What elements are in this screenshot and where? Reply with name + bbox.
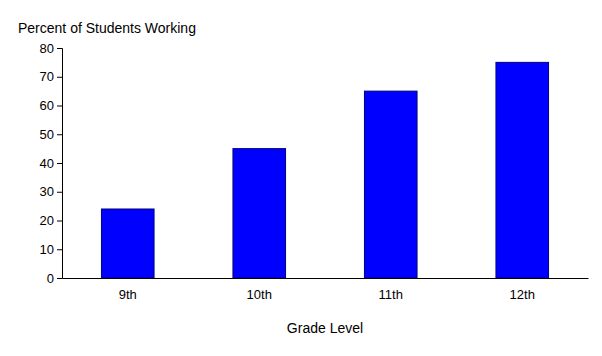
y-tick-mark — [57, 249, 62, 250]
y-tick: 20 — [40, 213, 62, 228]
y-tick-label: 10 — [40, 242, 54, 257]
y-tick-label: 70 — [40, 69, 54, 84]
y-tick-label: 20 — [40, 213, 54, 228]
y-axis-line — [57, 49, 63, 279]
chart: 0 10 20 30 40 50 60 70 80 9th 10th 11th 12th Percent … — [0, 0, 602, 356]
y-tick-mark — [57, 48, 62, 49]
y-tick-label: 30 — [40, 184, 54, 199]
y-tick: 70 — [40, 69, 62, 84]
y-tick: 10 — [40, 242, 62, 257]
plot: 0 10 20 30 40 50 60 70 80 9th 10th 11th 12th — [40, 41, 589, 303]
x-tick-label: 10th — [247, 287, 272, 302]
y-tick-label: 60 — [40, 98, 54, 113]
bar — [233, 149, 286, 278]
y-tick: 80 — [40, 41, 62, 56]
y-axis: 0 10 20 30 40 50 60 70 80 — [40, 41, 63, 286]
y-tick: 60 — [40, 98, 62, 113]
y-tick-mark — [57, 77, 62, 78]
x-axis: 9th 10th 11th 12th — [63, 278, 589, 302]
y-tick: 50 — [40, 127, 62, 142]
x-tick-label: 11th — [379, 287, 403, 302]
y-tick-label: 50 — [40, 127, 54, 142]
x-axis-title: Grade Level — [287, 320, 363, 336]
bars — [101, 62, 548, 278]
x-tick-label: 9th — [119, 287, 137, 302]
y-tick-mark — [57, 278, 62, 279]
x-tick: 12th — [510, 278, 535, 302]
y-tick: 40 — [40, 156, 62, 171]
x-tick: 11th — [379, 278, 403, 302]
y-tick-mark — [57, 163, 62, 164]
y-tick: 30 — [40, 184, 62, 199]
x-tick-label: 12th — [510, 287, 535, 302]
bar — [364, 91, 417, 278]
y-tick-label: 40 — [40, 156, 54, 171]
y-tick-mark — [57, 192, 62, 193]
x-tick: 9th — [119, 278, 137, 302]
y-tick-mark — [57, 134, 62, 135]
y-tick-label: 0 — [47, 271, 54, 286]
y-tick-mark — [57, 221, 62, 222]
bar — [101, 209, 154, 278]
y-tick-mark — [57, 106, 62, 107]
y-tick-label: 80 — [40, 41, 54, 56]
x-tick: 10th — [247, 278, 272, 302]
bar — [496, 62, 549, 278]
x-axis-line — [63, 278, 589, 279]
y-tick: 0 — [47, 271, 62, 286]
y-axis-title: Percent of Students Working — [18, 20, 196, 36]
